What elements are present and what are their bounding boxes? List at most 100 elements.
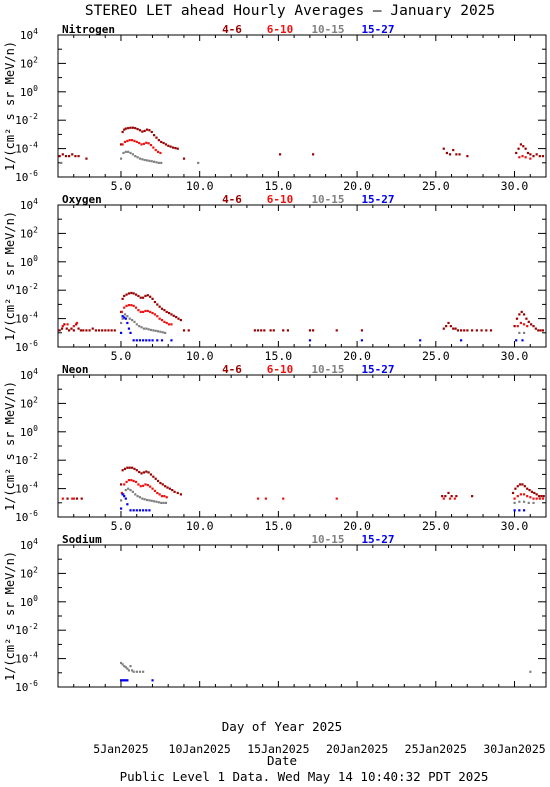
data-point: [147, 328, 150, 331]
data-point: [133, 320, 136, 323]
data-point: [154, 329, 157, 332]
y-tick-label: 10-4: [15, 651, 38, 666]
data-point: [104, 329, 107, 332]
data-point: [82, 329, 85, 332]
data-point: [150, 499, 153, 502]
data-point: [156, 339, 159, 342]
data-point: [132, 292, 135, 295]
data-point: [535, 497, 538, 500]
data-point: [107, 329, 110, 332]
data-point: [138, 509, 142, 512]
data-point: [256, 497, 260, 500]
data-point: [139, 485, 142, 488]
data-point: [155, 500, 158, 503]
y-tick-exponent: 4: [33, 197, 38, 206]
data-point: [140, 472, 143, 475]
data-point: [129, 331, 132, 334]
data-point: [123, 128, 126, 131]
y-tick-label: 10-6: [15, 679, 38, 694]
x-tick-label: 10.0: [186, 349, 214, 363]
y-tick-label: 10-2: [15, 452, 38, 467]
y-tick-label: 100: [20, 84, 38, 99]
data-point: [529, 496, 532, 499]
data-point: [168, 487, 171, 490]
data-point: [127, 127, 130, 130]
data-point: [513, 509, 516, 512]
data-point: [142, 310, 145, 314]
y-tick-exponent: 2: [33, 55, 38, 64]
data-point: [71, 497, 74, 500]
data-point: [126, 315, 129, 318]
data-point: [126, 466, 129, 469]
data-point: [260, 329, 263, 332]
data-point: [132, 479, 135, 483]
x-tick-label: 15.0: [265, 179, 293, 193]
data-point: [65, 327, 68, 330]
data-point: [158, 317, 161, 320]
data-point: [134, 127, 137, 130]
data-point: [160, 318, 164, 322]
data-point: [155, 136, 158, 139]
data-point: [64, 155, 68, 158]
data-point: [144, 309, 147, 313]
data-point: [452, 327, 455, 330]
data-point: [150, 130, 153, 134]
data-point: [148, 509, 151, 512]
x-tick-label: 5.0: [111, 179, 132, 193]
data-point: [489, 329, 493, 332]
data-point: [80, 497, 83, 500]
y-tick-exponent: -2: [28, 282, 38, 291]
data-point: [522, 509, 526, 512]
data-point: [119, 331, 123, 334]
data-point: [123, 467, 127, 470]
data-point: [164, 331, 167, 334]
data-point: [145, 128, 149, 131]
data-point: [71, 153, 74, 156]
data-point: [146, 309, 149, 313]
y-tick-label: 104: [20, 537, 38, 552]
data-point: [143, 129, 146, 132]
legend-10-15: 10-15: [311, 193, 344, 206]
data-point: [442, 327, 445, 330]
element-label: Neon: [62, 363, 89, 376]
data-point: [264, 497, 267, 500]
series-15-27: [119, 315, 524, 342]
x-tick-label: 15.0: [265, 519, 293, 533]
data-point: [135, 140, 138, 144]
data-point: [164, 501, 168, 504]
y-tick-exponent: -4: [28, 141, 38, 150]
data-point: [126, 503, 129, 506]
x-tick-label: 20.0: [343, 519, 371, 533]
data-point: [441, 495, 444, 498]
data-point: [151, 297, 154, 300]
y-tick-exponent: 4: [33, 537, 38, 546]
panel-nitrogen: 5.0 10.0 15.0 20.0 25.0 30.0 104 102 100 10-2 10-4…: [3, 23, 547, 193]
data-point: [121, 130, 124, 134]
data-point: [121, 317, 124, 320]
data-point: [463, 329, 466, 332]
data-point: [529, 153, 532, 156]
data-point: [58, 155, 61, 158]
data-point: [145, 327, 148, 330]
date-tick-label: 25Jan2025: [405, 742, 467, 756]
data-point: [170, 339, 173, 342]
data-point: [521, 155, 524, 158]
data-point: [165, 321, 168, 325]
data-point: [72, 497, 75, 500]
data-point: [123, 306, 126, 309]
data-point: [132, 509, 135, 512]
data-point: [540, 495, 543, 498]
data-point: [148, 339, 151, 342]
data-point: [149, 485, 152, 488]
data-point: [282, 329, 285, 332]
data-point: [133, 467, 136, 470]
data-point: [532, 155, 535, 158]
data-point: [541, 155, 545, 158]
data-point: [119, 157, 123, 160]
data-point: [66, 497, 69, 500]
data-point: [142, 339, 145, 342]
data-point: [360, 339, 364, 342]
data-point: [163, 320, 166, 323]
data-point: [138, 339, 142, 342]
